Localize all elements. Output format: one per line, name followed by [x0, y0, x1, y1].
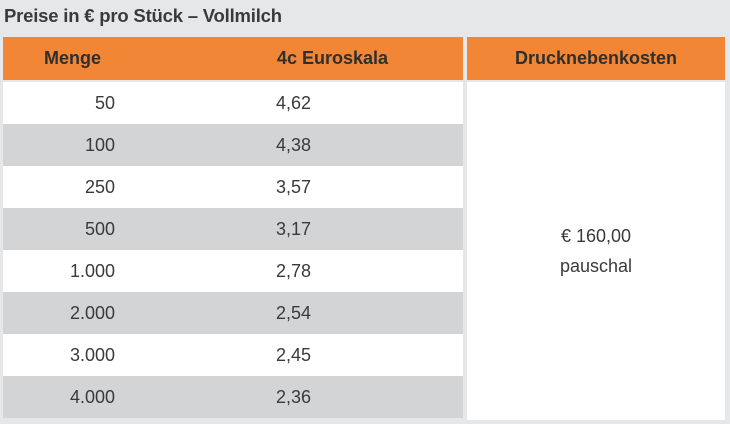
header-drucknebenkosten-label: Drucknebenkosten — [514, 48, 678, 68]
cell-menge: 2.000 — [69, 302, 115, 323]
cell-preis: 2,36 — [276, 386, 312, 407]
table-row: 1.000 2,78 — [3, 250, 463, 292]
table-row: 50 4,62 — [3, 82, 463, 124]
cell-menge: 250 — [84, 176, 115, 197]
drucknebenkosten-note: pauschal — [559, 256, 633, 276]
cell-preis: 3,57 — [276, 176, 312, 197]
drucknebenkosten-amount: € 160,00 — [560, 226, 632, 246]
cell-preis: 3,17 — [276, 218, 312, 239]
cell-menge: 1.000 — [69, 260, 115, 281]
table-row: 4.000 2,36 — [3, 376, 463, 418]
cell-preis: 2,45 — [276, 344, 312, 365]
cell-preis: 2,54 — [276, 302, 312, 323]
cell-menge: 4.000 — [69, 386, 115, 407]
cell-menge: 50 — [94, 92, 115, 113]
cell-menge: 100 — [84, 134, 115, 155]
table-row: 100 4,38 — [3, 124, 463, 166]
cell-menge: 500 — [84, 218, 115, 239]
table-row: 3.000 2,45 — [3, 334, 463, 376]
cell-preis: 2,78 — [276, 260, 312, 281]
table-row: 250 3,57 — [3, 166, 463, 208]
table-title: Preise in € pro Stück – Vollmilch — [4, 5, 282, 26]
table-body: 50 4,62 100 4,38 250 3,57 500 3,17 1.000… — [3, 82, 463, 418]
cell-preis: 4,38 — [276, 134, 312, 155]
header-drucknebenkosten: Drucknebenkosten — [467, 37, 725, 80]
cell-menge: 3.000 — [69, 344, 115, 365]
table-header-left: Menge 4c Euroskala — [3, 37, 463, 80]
header-menge: Menge — [44, 48, 102, 68]
header-euroskala: 4c Euroskala — [277, 48, 389, 68]
table-row: 500 3,17 — [3, 208, 463, 250]
drucknebenkosten-cell: € 160,00 pauschal — [467, 82, 725, 420]
cell-preis: 4,62 — [276, 92, 312, 113]
table-row: 2.000 2,54 — [3, 292, 463, 334]
